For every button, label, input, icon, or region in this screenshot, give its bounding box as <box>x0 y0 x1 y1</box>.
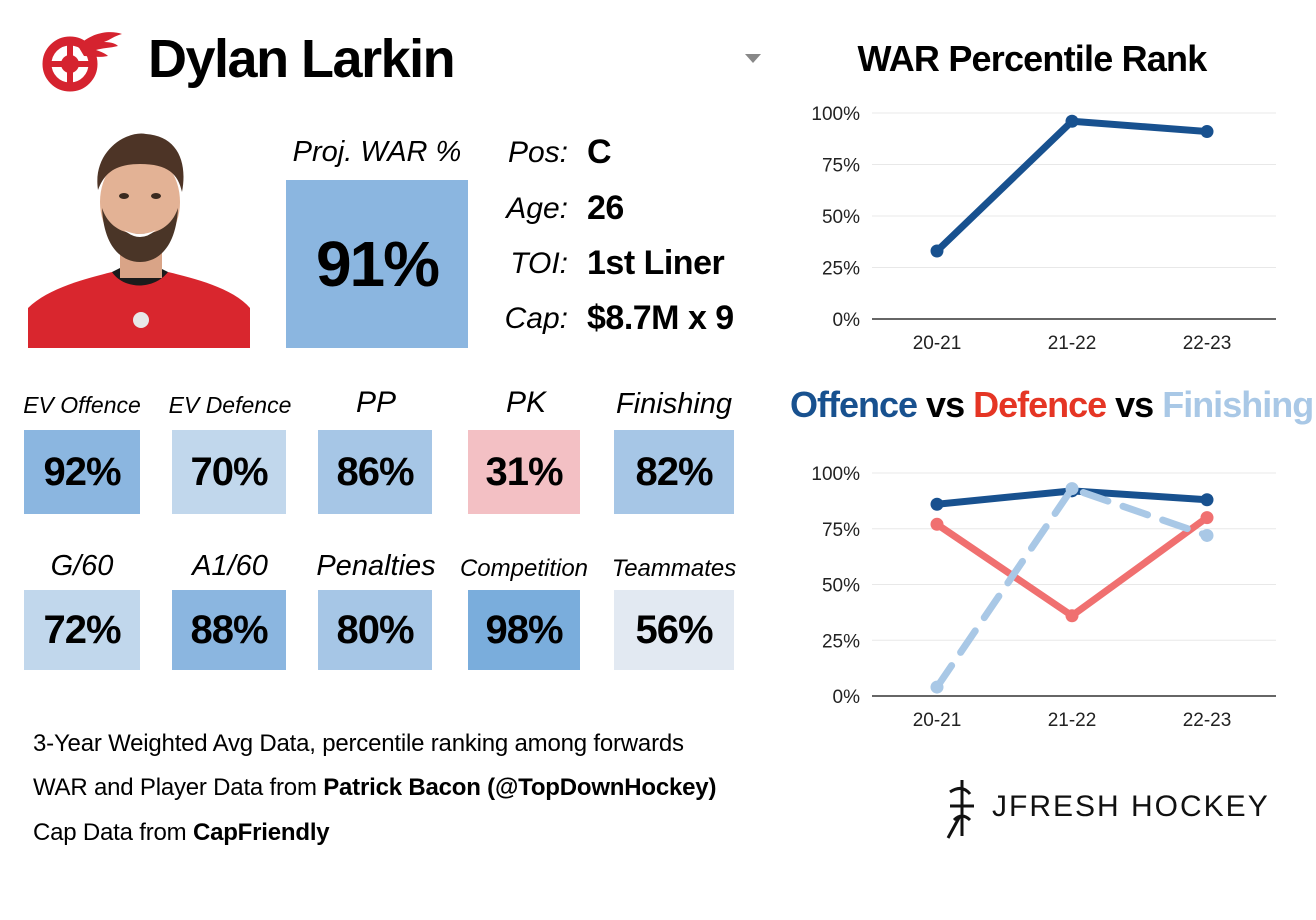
bio-label-age: Age: <box>506 192 568 225</box>
bio-label-toi: TOI: <box>510 247 568 280</box>
player-photo <box>28 130 250 348</box>
team-logo-icon <box>42 32 122 92</box>
x-tick-label: 21-22 <box>1048 333 1097 354</box>
player-name: Dylan Larkin <box>148 29 456 89</box>
metric-label: A1/60 <box>192 550 268 582</box>
metric-label: Competition <box>459 555 589 582</box>
metric-value: 80% <box>318 590 432 670</box>
y-tick-label: 0% <box>833 310 861 331</box>
data-point <box>1200 493 1214 507</box>
y-tick-label: 50% <box>822 576 860 597</box>
data-point <box>1200 528 1214 542</box>
metric-value: 31% <box>468 430 580 514</box>
jfresh-logo-icon <box>946 780 974 839</box>
metric-label: Finishing <box>615 388 733 420</box>
metric-value: 88% <box>172 590 286 670</box>
footer-cap-source: Cap Data from CapFriendly <box>33 819 330 846</box>
y-tick-label: 100% <box>811 104 860 125</box>
bio-value-cap: $8.7M x 9 <box>587 299 734 337</box>
y-tick-label: 50% <box>822 207 860 228</box>
data-point <box>1065 482 1079 496</box>
bio-value-position: C <box>587 133 612 171</box>
x-tick-label: 20-21 <box>913 710 962 731</box>
x-tick-label: 22-23 <box>1183 710 1232 731</box>
metric-value: 98% <box>468 590 580 670</box>
footer-note: 3-Year Weighted Avg Data, percentile ran… <box>33 730 684 757</box>
series-line <box>933 514 1211 620</box>
war-percentile-chart: 0% 25% 50% 75% 100% 20-21 21-22 22-23 <box>811 104 1276 354</box>
y-tick-label: 75% <box>822 156 860 177</box>
y-tick-label: 0% <box>833 687 861 708</box>
metric-label: EV Offence <box>23 392 141 418</box>
metric-value: 56% <box>614 590 734 670</box>
series-line <box>933 117 1211 255</box>
metric-value: 86% <box>318 430 432 514</box>
data-point <box>1200 125 1214 139</box>
metric-label: Teammates <box>611 555 737 582</box>
data-point <box>930 517 944 531</box>
title-part-finishing: Finishing <box>1162 384 1314 425</box>
war-chart-title: WAR Percentile Rank <box>857 38 1208 79</box>
data-point <box>1065 114 1079 128</box>
metric-label: EV Defence <box>168 392 292 418</box>
bio-label-cap: Cap: <box>504 302 568 335</box>
player-select-dropdown-icon[interactable] <box>745 54 761 63</box>
metric-label: PK <box>505 386 547 419</box>
metric-label: PP <box>355 386 397 419</box>
bio-value-toi: 1st Liner <box>587 244 725 282</box>
title-part-vs: vs <box>917 384 974 425</box>
proj-war-label: Proj. WAR % <box>292 136 462 168</box>
data-point <box>930 244 944 258</box>
metric-value: 92% <box>24 430 140 514</box>
y-tick-label: 25% <box>822 259 860 280</box>
offence-defence-finishing-chart: 0% 25% 50% 75% 100% 20-21 21-22 22-23 <box>811 464 1276 731</box>
metric-value: 72% <box>24 590 140 670</box>
bio-value-age: 26 <box>587 189 624 227</box>
title-part-defence: Defence <box>973 384 1107 425</box>
footer-war-source: WAR and Player Data from Patrick Bacon (… <box>33 774 717 801</box>
x-tick-label: 21-22 <box>1048 710 1097 731</box>
offence-defence-finishing-title: Offence vs Defence vs Finishing <box>790 384 1314 426</box>
brand-wordmark: JFRESH HOCKEY <box>992 790 1270 823</box>
title-part-vs: vs <box>1106 384 1163 425</box>
y-tick-label: 100% <box>811 464 860 485</box>
series-line <box>933 485 1211 691</box>
metric-value: 70% <box>172 430 286 514</box>
data-point <box>1065 609 1079 623</box>
data-point <box>930 497 944 511</box>
bio-label-position: Pos: <box>507 136 568 169</box>
metric-value: 82% <box>614 430 734 514</box>
y-tick-label: 75% <box>822 520 860 541</box>
x-tick-label: 20-21 <box>913 333 962 354</box>
metric-label: Penalties <box>316 550 436 582</box>
data-point <box>930 680 944 694</box>
title-part-offence: Offence <box>790 384 918 425</box>
y-tick-label: 25% <box>822 631 860 652</box>
x-tick-label: 22-23 <box>1183 333 1232 354</box>
data-point <box>1200 511 1214 525</box>
metric-label: G/60 <box>50 550 114 582</box>
proj-war-value: 91% <box>286 180 468 348</box>
